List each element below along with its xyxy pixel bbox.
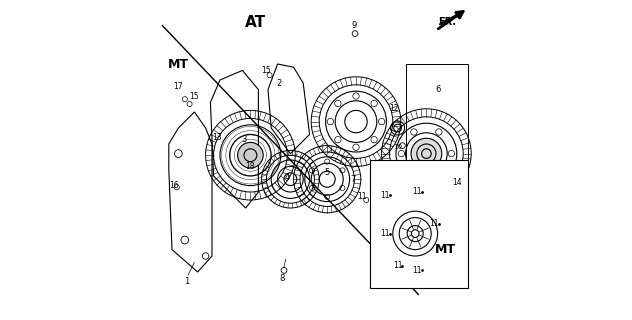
Text: 18: 18 bbox=[246, 162, 255, 171]
Text: 15: 15 bbox=[190, 92, 199, 100]
Text: 11: 11 bbox=[380, 191, 389, 200]
Text: 14: 14 bbox=[452, 178, 461, 187]
Text: 11: 11 bbox=[412, 266, 422, 275]
Text: 3: 3 bbox=[241, 135, 246, 144]
Text: 4: 4 bbox=[284, 173, 290, 182]
Text: 6: 6 bbox=[435, 85, 441, 94]
Text: 13: 13 bbox=[212, 133, 222, 142]
Text: FR.: FR. bbox=[438, 17, 456, 28]
Text: 9: 9 bbox=[352, 21, 357, 30]
Text: 2: 2 bbox=[277, 79, 282, 88]
Text: MT: MT bbox=[435, 243, 456, 256]
Text: 11: 11 bbox=[393, 261, 403, 270]
Circle shape bbox=[238, 142, 263, 168]
Text: AT: AT bbox=[245, 15, 266, 30]
Text: 12: 12 bbox=[390, 104, 399, 113]
Text: 17: 17 bbox=[174, 82, 183, 91]
Text: 11: 11 bbox=[380, 229, 389, 238]
Text: 5: 5 bbox=[325, 168, 330, 177]
Circle shape bbox=[411, 138, 442, 169]
Text: 11: 11 bbox=[358, 192, 367, 201]
Text: 7: 7 bbox=[350, 175, 355, 184]
Text: 11: 11 bbox=[412, 188, 422, 196]
Bar bbox=[370, 160, 468, 288]
Text: 15: 15 bbox=[262, 66, 271, 75]
Text: MT: MT bbox=[168, 58, 189, 70]
Text: 16: 16 bbox=[169, 181, 178, 190]
Text: 10: 10 bbox=[393, 144, 402, 150]
Bar bbox=[406, 64, 468, 224]
Text: 11: 11 bbox=[430, 220, 439, 228]
Text: 8: 8 bbox=[280, 274, 285, 283]
Text: 1: 1 bbox=[184, 277, 189, 286]
